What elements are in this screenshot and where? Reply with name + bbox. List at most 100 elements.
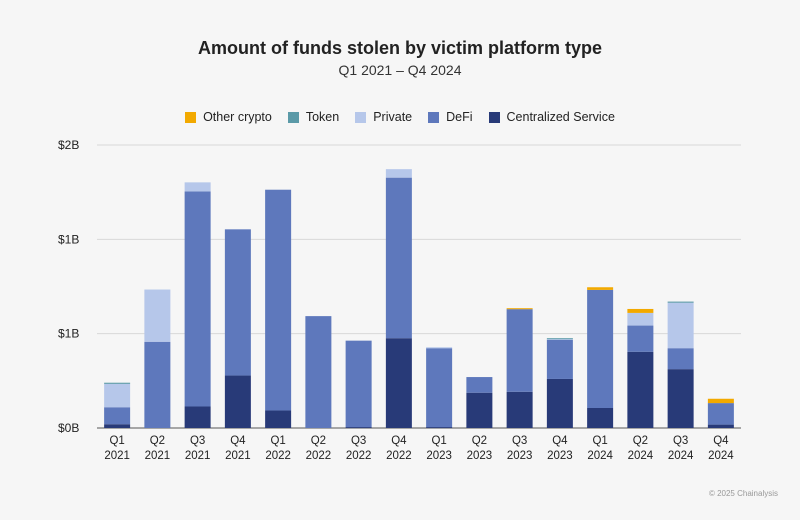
x-tick-label: Q3 [190,435,205,447]
x-tick-label-year: 2021 [225,450,251,462]
legend-swatch [488,111,500,123]
legend-swatch [287,111,299,123]
bar-segment-token [104,382,131,384]
x-tick-label: Q3 [673,435,688,447]
bar-segment-defi [224,229,251,376]
bar-segment-defi [707,403,734,425]
bar-segment-private [144,289,171,342]
x-tick-label-year: 2023 [467,450,493,462]
bar-segment-centralized-service [667,369,694,428]
x-tick-label-year: 2024 [628,450,654,462]
chart-title: Amount of funds stolen by victim platfor… [197,38,602,58]
legend-label: Private [373,110,413,124]
bar-segment-defi [587,289,614,409]
bar-segment-centralized-service [104,424,131,428]
bar-segment-defi [627,325,654,352]
bar-segment-defi [426,348,453,428]
bar-segment-centralized-service [265,410,292,428]
y-tick-label: $1B [58,327,79,341]
x-tick-label: Q3 [512,435,527,447]
y-tick-label: $1B [58,232,79,246]
bar-segment-private [385,169,412,178]
bar-segment-other-crypto [587,287,614,290]
x-tick-label-year: 2023 [547,450,573,462]
legend-label: Other crypto [203,110,272,124]
legend: Other crypto Token Private DeFi Centralized … [0,110,800,124]
legend-label: DeFi [446,110,473,124]
legend-swatch [428,111,440,123]
x-tick-label: Q2 [633,435,648,447]
x-tick-label: Q2 [150,435,165,447]
bar-segment-defi [506,309,533,392]
x-tick-label-year: 2021 [185,450,211,462]
legend-item: DeFi [428,110,473,124]
x-tick-label: Q3 [351,435,366,447]
bar-segment-private [184,182,211,192]
bar-segment-other-crypto [707,398,734,404]
bar-segment-defi [345,340,372,428]
bar-segment-centralized-service [385,338,412,428]
copyright: © 2025 Chainalysis [708,489,778,498]
bar-segment-private [426,347,453,349]
x-tick-label: Q1 [592,435,607,447]
legend-item: Centralized Service [488,110,615,124]
bar-segment-centralized-service [506,391,533,428]
bar-segment-defi [385,177,412,339]
bar-segment-other-crypto [506,308,533,310]
y-tick-label: $0B [58,421,79,435]
legend-item: Token [287,110,340,124]
x-tick-label: Q4 [552,435,568,447]
x-tick-label: Q2 [472,435,487,447]
legend-swatch [185,111,197,123]
bar-segment-defi [667,348,694,370]
x-tick-label-year: 2022 [306,450,332,462]
bar-segment-private [546,338,573,340]
bar-segment-defi [466,377,493,393]
bar-segment-private [627,312,654,326]
bar-segment-centralized-service [345,427,372,429]
x-tick-label-year: 2024 [587,450,613,462]
bar-segment-defi [546,339,573,379]
bar-segment-private [104,383,131,408]
bar-segment-token [667,301,694,303]
x-tick-label: Q4 [391,435,407,447]
bar-segment-centralized-service [587,408,614,428]
x-tick-label-year: 2022 [386,450,412,462]
x-tick-label: Q1 [270,435,285,447]
legend-item: Other crypto [185,110,272,124]
bar-segment-centralized-service [184,406,211,428]
x-tick-label-year: 2023 [426,450,452,462]
bar-segment-defi [305,316,332,428]
x-tick-label: Q1 [109,435,124,447]
x-tick-label-year: 2021 [104,450,130,462]
legend-swatch [355,111,367,123]
x-tick-label: Q4 [713,435,729,447]
bar-segment-centralized-service [426,427,453,429]
x-tick-label-year: 2024 [708,450,734,462]
legend-label: Centralized Service [506,110,615,124]
bar-segment-other-crypto [627,308,654,313]
x-tick-label-year: 2022 [346,450,372,462]
bar-segment-centralized-service [466,392,493,428]
bar-segment-defi [144,341,171,428]
x-tick-label: Q1 [431,435,446,447]
bar-segment-defi [104,407,131,425]
bar-segment-defi [184,191,211,407]
bar-segment-centralized-service [707,424,734,428]
chart-subtitle: Q1 2021 – Q4 2024 [338,62,462,78]
bar-segment-centralized-service [627,351,654,428]
x-tick-label-year: 2023 [507,450,533,462]
x-tick-label-year: 2022 [265,450,291,462]
x-tick-label-year: 2021 [145,450,171,462]
y-tick-label: $2B [58,138,79,152]
bar-segment-token [546,338,573,340]
x-tick-label: Q4 [230,435,246,447]
bar-segment-private [667,302,694,349]
legend-label: Token [305,110,340,124]
legend-item: Private [355,110,412,124]
x-tick-label: Q2 [311,435,326,447]
x-tick-label-year: 2024 [668,450,694,462]
bar-segment-defi [265,189,292,411]
